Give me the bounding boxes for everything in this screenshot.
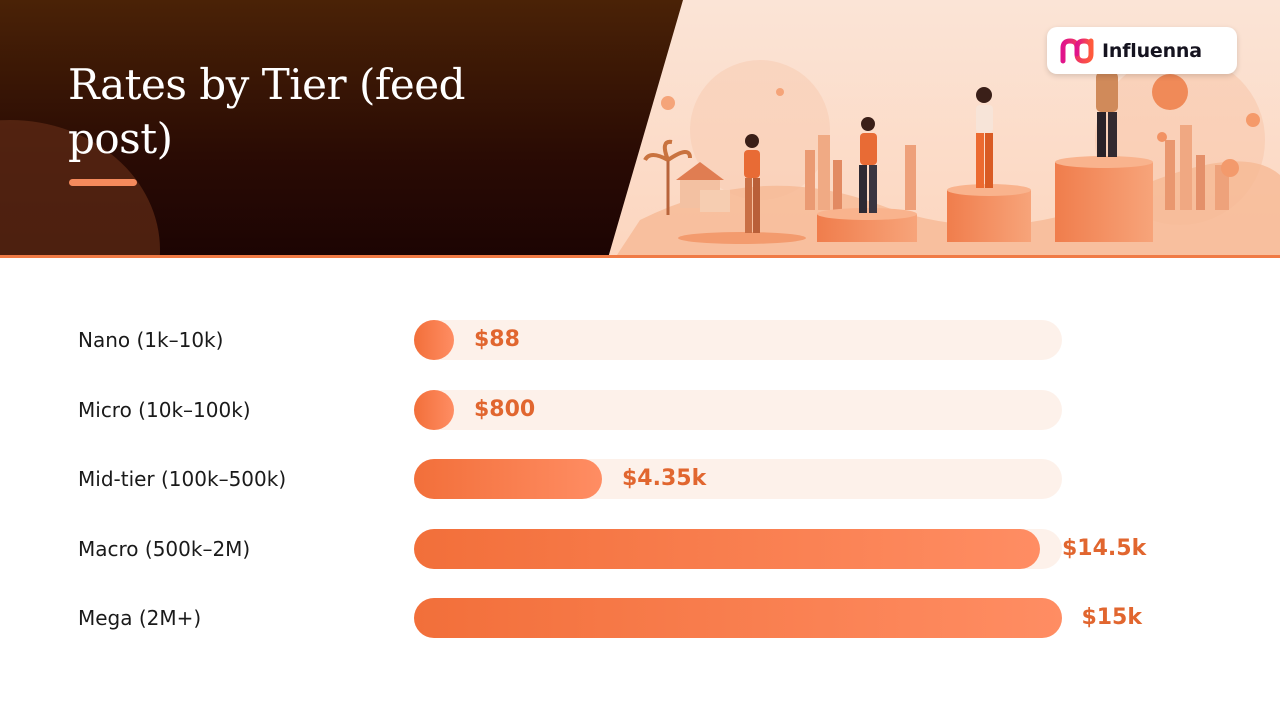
influenna-logo-icon	[1060, 37, 1094, 64]
bar	[414, 459, 602, 499]
value-label: $15k	[1081, 605, 1142, 630]
value-label: $4.35k	[622, 466, 707, 491]
value-label: $14.5k	[1062, 535, 1147, 561]
bar	[414, 598, 1062, 638]
category-label: Micro (10k–100k)	[78, 397, 251, 422]
category-label: Mid-tier (100k–500k)	[78, 467, 287, 491]
category-label: Mega (2M+)	[78, 606, 202, 630]
header-accent-line	[0, 255, 1280, 258]
page-title: Rates by Tier (feed post)	[68, 60, 466, 163]
category-label: Nano (1k–10k)	[78, 328, 224, 352]
category-label: Macro (500k–2M)	[78, 536, 251, 561]
value-label: $800	[474, 396, 536, 422]
value-label: $88	[474, 327, 520, 352]
tier-rates-bar-chart: Nano (1k–10k) $88 Micro (10k–100k) $800 Mid-…	[0, 300, 1280, 660]
bar-track	[414, 320, 1062, 360]
logo-wordmark: Influenna	[1102, 39, 1202, 62]
brand-logo: Influenna	[1047, 27, 1237, 74]
header-banner: Rates by Tier (feed post) Influenna	[0, 0, 1280, 258]
bar	[414, 320, 454, 360]
title-underline	[69, 179, 137, 186]
bar	[414, 389, 454, 430]
bar-track	[414, 389, 1062, 430]
bar	[414, 528, 1040, 569]
